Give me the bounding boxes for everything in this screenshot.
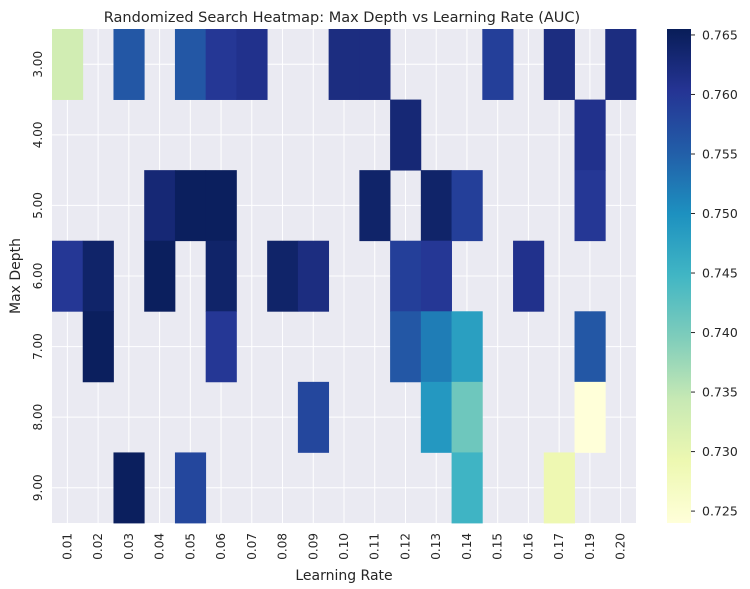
x-tick-label: 0.07 (245, 533, 259, 560)
heatmap-cell (420, 170, 452, 242)
y-axis-label: Max Depth (8, 238, 24, 314)
colorbar-tick-label: 0.740 (702, 325, 738, 340)
colorbar-tick-label: 0.730 (702, 444, 738, 459)
colorbar-tick-label: 0.765 (702, 27, 738, 42)
y-tick-label: 4.00 (31, 121, 45, 148)
heatmap-cell (574, 381, 606, 453)
y-tick-label: 7.00 (31, 333, 45, 360)
heatmap-cell (82, 240, 114, 312)
x-tick-label: 0.15 (491, 533, 505, 560)
heatmap-cell (420, 311, 452, 383)
heatmap-cell (482, 29, 514, 100)
y-tick-label: 5.00 (31, 192, 45, 219)
x-tick-label: 0.01 (60, 533, 74, 560)
x-tick-label: 0.09 (306, 533, 320, 560)
x-tick-label: 0.04 (153, 533, 167, 560)
y-tick-label: 3.00 (31, 51, 45, 78)
heatmap-cell (451, 381, 483, 453)
heatmap-cell (451, 170, 483, 242)
heatmap-cell (420, 381, 452, 453)
heatmap-cell (451, 311, 483, 383)
x-tick-label: 0.03 (122, 533, 136, 560)
y-tick-label: 8.00 (31, 404, 45, 431)
x-tick-label: 0.20 (614, 533, 628, 560)
heatmap-cell (113, 29, 145, 100)
x-axis-label: Learning Rate (295, 568, 392, 584)
chart-title: Randomized Search Heatmap: Max Depth vs … (104, 10, 580, 26)
heatmap-cell (52, 240, 84, 312)
heatmap-cell (205, 240, 237, 312)
heatmap-cell (297, 240, 330, 312)
colorbar-tick-label: 0.735 (702, 385, 738, 400)
heatmap-cell (359, 29, 391, 100)
y-tick-label: 9.00 (31, 474, 45, 501)
heatmap-cell (574, 99, 606, 171)
heatmap-cell (297, 381, 330, 453)
colorbar-tick-labels: 0.725 0.730 0.735 0.740 0.745 0.750 0.755 0.760… (691, 27, 738, 519)
heatmap-cell (390, 99, 422, 171)
x-tick-label: 0.10 (337, 533, 351, 560)
heatmap-cell (574, 311, 606, 383)
heatmap-cell (144, 240, 176, 312)
heatmap-cell (205, 311, 237, 383)
colorbar-tick-label: 0.760 (702, 87, 738, 102)
x-tick-label: 0.06 (214, 533, 228, 560)
heatmap-cell (390, 311, 422, 383)
heatmap-cell (144, 170, 176, 242)
heatmap-cell (82, 311, 114, 383)
heatmap-cell (420, 240, 452, 312)
heatmap-cell (328, 29, 360, 100)
x-tick-label: 0.12 (398, 533, 412, 560)
heatmap-cell (52, 29, 84, 100)
heatmap-cell (513, 240, 545, 312)
heatmap-cell (205, 170, 237, 242)
heatmap-cells (52, 29, 637, 524)
x-tick-labels: 0.01 0.02 0.03 0.04 0.05 0.06 0.07 0.08 0.09 0.10… (60, 533, 627, 560)
x-tick-label: 0.11 (368, 533, 382, 560)
heatmap-cell (236, 29, 268, 100)
y-tick-label: 6.00 (31, 263, 45, 290)
heatmap-cell (174, 29, 207, 100)
heatmap-cell (113, 452, 145, 524)
x-tick-label: 0.16 (521, 533, 535, 560)
colorbar-tick-label: 0.755 (702, 146, 738, 161)
heatmap-cell (390, 240, 422, 312)
grid-lines (52, 29, 636, 523)
heatmap-cell (543, 452, 575, 524)
heatmap-cell (174, 452, 207, 524)
heatmap-cell (605, 29, 637, 100)
x-tick-label: 0.17 (552, 533, 566, 560)
heatmap-cell (174, 170, 207, 242)
heatmap-cell (359, 170, 391, 242)
heatmap-cell (205, 29, 237, 100)
y-tick-labels: 3.00 4.00 5.00 6.00 7.00 8.00 9.00 (31, 51, 45, 501)
colorbar (667, 29, 691, 523)
x-tick-label: 0.19 (583, 533, 597, 560)
x-tick-label: 0.08 (276, 533, 290, 560)
heatmap-cell (574, 170, 606, 242)
colorbar-tick-label: 0.725 (702, 504, 738, 519)
x-tick-label: 0.14 (460, 533, 474, 560)
colorbar-tick-label: 0.750 (702, 206, 738, 221)
heatmap-cell (451, 452, 483, 524)
x-tick-label: 0.05 (183, 533, 197, 560)
heatmap-cell (267, 240, 299, 312)
x-tick-label: 0.13 (429, 533, 443, 560)
heatmap-cell (543, 29, 575, 100)
colorbar-tick-label: 0.745 (702, 266, 738, 281)
x-tick-label: 0.02 (91, 533, 105, 560)
